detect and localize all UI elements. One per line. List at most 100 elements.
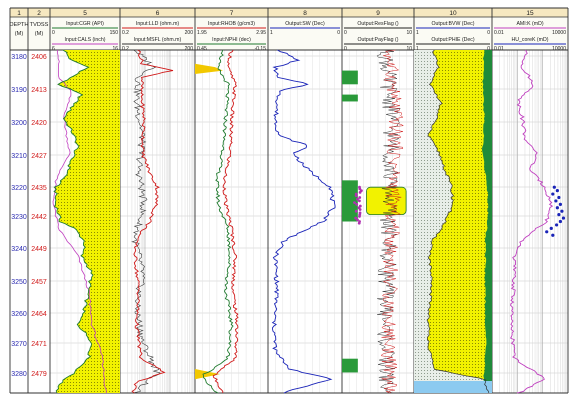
scale-max: 10 [406,30,412,36]
scale-max: 2.95 [256,30,266,36]
core-k-point [549,226,553,230]
scale-max: 10000 [552,30,566,36]
number-band [10,8,568,17]
core-flag-point [356,197,359,201]
curve-name: Output:BVW (Dec) [432,21,475,27]
core-k-point [561,216,566,220]
scale-min: 0 [52,30,55,36]
scale-min: 0.2 [122,30,129,36]
scale-min: 0 [344,46,347,52]
tvdss-depth-label: 2406 [31,54,47,61]
scale-min: 6 [52,46,55,52]
md-depth-label: 3280 [11,371,27,378]
core-k-point [558,202,563,206]
column-number: 2 [37,10,41,17]
core-k-point [557,195,561,200]
scale-min: 0 [344,30,347,36]
curve-name: HU_coreK (mD) [512,37,549,43]
curve-name: Output:PHIE (Dec) [431,37,475,43]
core-k-point [551,233,555,237]
scale-max: 200 [185,30,194,36]
nphi-curve [202,49,234,394]
water-fill [414,380,492,393]
column-number: 9 [376,10,380,17]
tvdss-depth-label: 2435 [31,185,47,192]
scale-min: 0.01 [494,46,504,52]
cals-curve [52,49,107,393]
core-k-point [558,219,563,224]
cgr-curve [53,49,94,394]
column-title: (M) [15,31,24,37]
md-depth-label: 3220 [11,185,27,192]
column-number: 6 [156,10,160,17]
core-flag-point [353,201,356,205]
tvdss-depth-label: 2471 [31,341,47,348]
core-flag-point [354,209,358,213]
md-depth-label: 3230 [11,214,27,221]
core-k-point [560,209,564,213]
column-title: TVDSS [30,22,49,28]
scale-min: 0.2 [122,46,129,52]
tvdss-depth-label: 2449 [31,246,47,253]
core-k-point [555,206,559,210]
core-flag-point [355,202,359,206]
column-title: DEPTH [10,22,29,28]
core-flag-point [358,190,362,194]
column-number: 15 [526,10,534,17]
scale-max: 16 [112,46,118,52]
track-curves [52,49,566,394]
scale-max: 0 [487,46,490,52]
md-depth-label: 3200 [11,120,27,127]
md-depth-label: 3190 [11,87,27,94]
resflag-bar [342,180,358,222]
md-depth-label: 3250 [11,279,27,286]
resflag-bar [342,358,358,373]
resflag-bar [342,70,358,85]
resflag-bar [342,94,358,102]
core-k-point [554,199,558,203]
core-k-point [552,185,556,189]
scale-max: 0 [487,30,490,36]
core-k-point [545,230,549,234]
curve-name: AMI:K (mD) [516,21,543,27]
curve-name: Output:PayFlag () [358,37,399,43]
tvdss-depth-label: 2420 [31,120,47,127]
msfl-curve [131,49,161,394]
phie-curve [426,49,490,394]
rhob-curve [212,49,239,394]
tvdss-depth-label: 2442 [31,214,47,221]
scale-min: 1.95 [197,30,207,36]
core-flag-point [358,208,362,211]
md-depth-label: 3260 [11,311,27,318]
curve-name: Input:NPHI (dec) [212,37,251,43]
flag-trace [376,49,401,394]
core-flag-point [358,196,362,199]
column-number: 7 [230,10,234,17]
gas-crossover-fill [195,368,220,380]
curve-name: Output:ResFlag () [357,21,398,27]
sw-curve [271,49,336,394]
curve-name: Input:RHOB (g/cm3) [208,21,255,27]
scale-min: 1 [270,30,273,36]
scale-max: 0 [337,30,340,36]
core-flag-point [354,194,358,198]
curve-name: Input:MSFL (ohm.m) [134,37,182,43]
column-number: 5 [83,10,87,17]
column-number: 10 [449,10,457,17]
scale-max: 10 [406,46,412,52]
scale-max: 150 [110,30,119,36]
core-k-point [555,189,559,193]
core-flag-point [358,199,361,203]
gas-crossover-fill [195,63,223,75]
curve-name: Input:CALS (inch) [65,37,106,43]
depth-labels: 3180 2406 3190 2413 3200 2420 3210 2427 3220 2435… [11,54,47,378]
column-number: 1 [17,10,21,17]
md-depth-label: 3240 [11,246,27,253]
scale-min: 1 [416,46,419,52]
md-depth-label: 3210 [11,153,27,160]
scale-min: 0.45 [197,46,207,52]
tvdss-depth-label: 2427 [31,153,47,160]
curve-name: Input:LLD (ohm.m) [136,21,180,27]
